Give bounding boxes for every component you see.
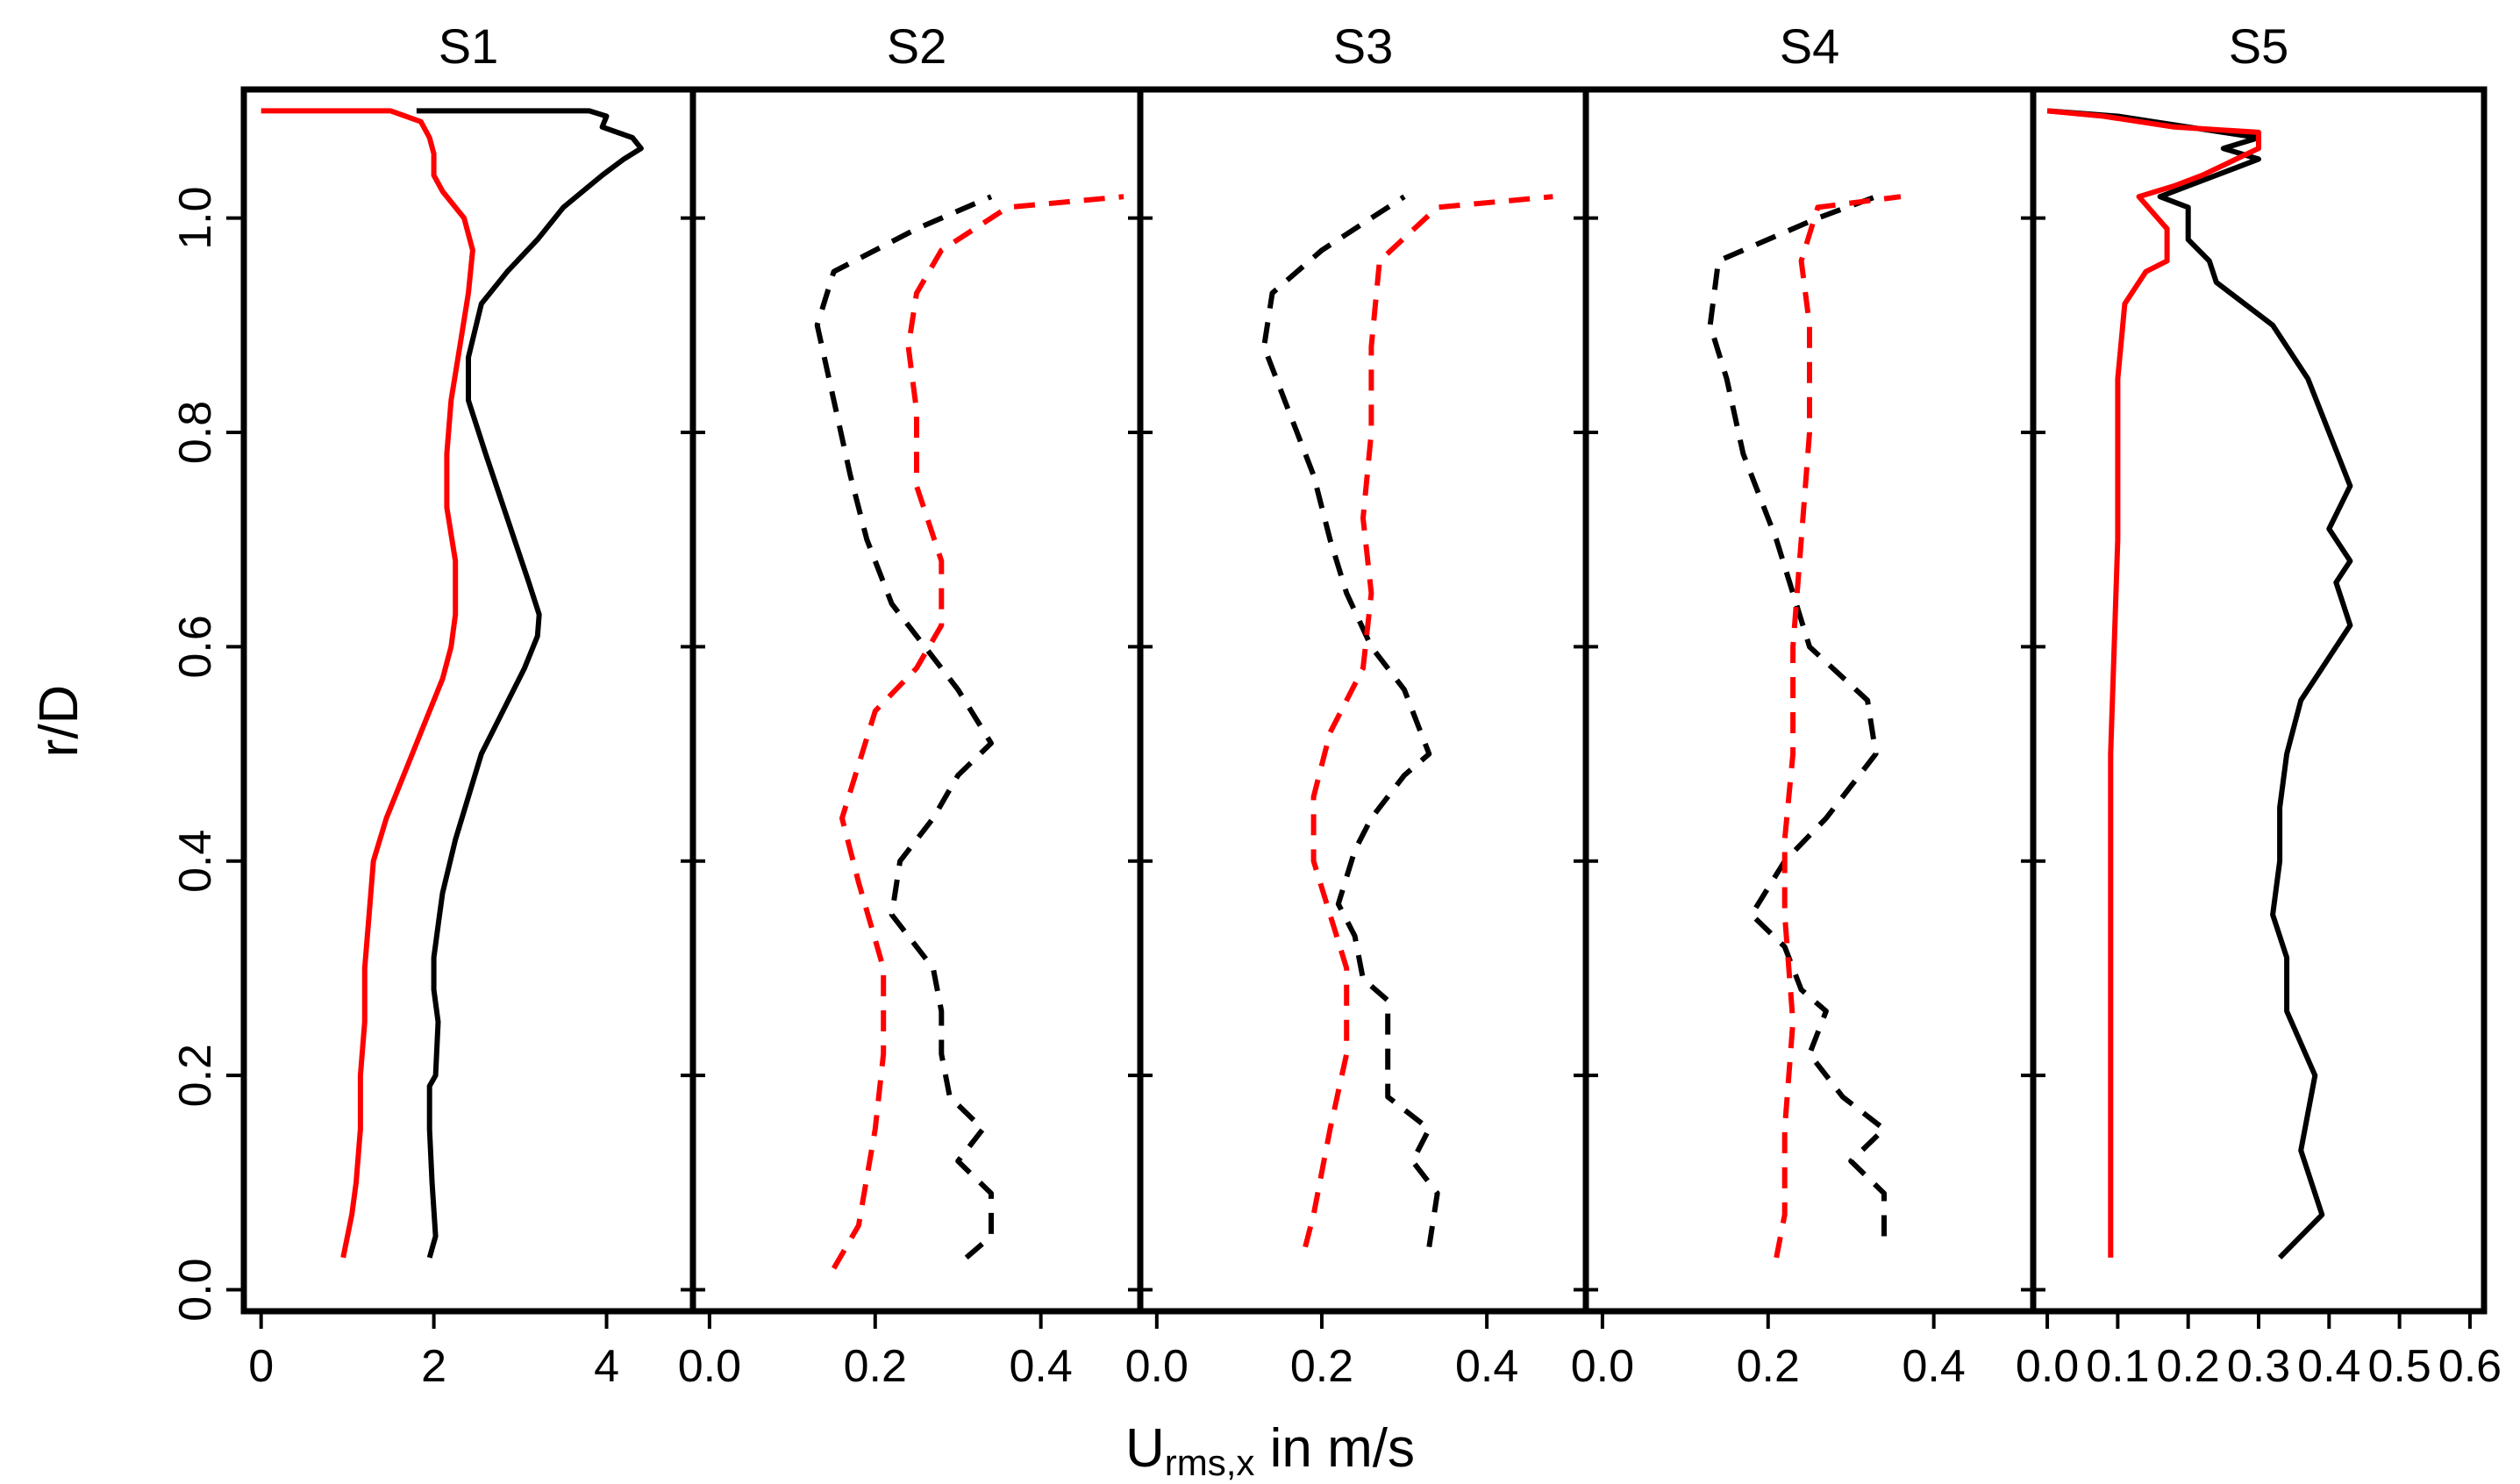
x-tick-label: 2	[421, 1341, 446, 1392]
panel-title: S2	[887, 18, 947, 74]
x-tick-label: 4	[594, 1341, 619, 1392]
y-tick-label: 0.6	[170, 615, 221, 678]
y-tick-label: 0.8	[170, 401, 221, 464]
y-tick-label: 0.0	[170, 1258, 221, 1321]
x-tick-label: 0	[248, 1341, 274, 1392]
panel-S2: S2 0.0 0.2 0.4	[678, 18, 1144, 1392]
x-tick-label: 0.3	[2227, 1341, 2290, 1392]
series-line-red	[261, 108, 475, 1259]
panel-frame	[2030, 86, 2488, 1315]
x-axis-title-subscript: rms,x	[1165, 1442, 1255, 1483]
x-tick-label: 0.1	[2086, 1341, 2149, 1392]
x-tick-label: 0.2	[1737, 1341, 1800, 1392]
x-tick-label: 0.4	[2297, 1341, 2360, 1392]
panel-title: S3	[1333, 18, 1394, 74]
panel-S4: S4 0.0 0.2 0.4	[1571, 18, 2037, 1392]
series-line-black	[814, 194, 994, 1260]
panel-S5: S5 0.0 0.1 0.2 0.3 0.4 0.5 0.6	[2016, 18, 2502, 1392]
panel-title: S5	[2229, 18, 2289, 74]
panel-frame	[1137, 86, 1589, 1315]
x-tick-label: 0.0	[678, 1341, 741, 1392]
panel-S1: S1 0 2 4 0.0 0.2 0.4 0.6 0.8 1.0	[170, 18, 696, 1392]
series-line-black	[1707, 194, 1887, 1237]
series-line-red	[832, 194, 1124, 1270]
x-tick-label: 0.2	[2157, 1341, 2220, 1392]
y-tick-label: 0.2	[170, 1044, 221, 1107]
x-tick-label: 0.2	[1290, 1341, 1353, 1392]
panel-title: S4	[1780, 18, 1840, 74]
x-tick-label: 0.2	[844, 1341, 907, 1392]
x-axis-title-units: in m/s	[1254, 1418, 1415, 1479]
x-tick-label: 0.6	[2438, 1341, 2502, 1392]
panel-title: S1	[439, 18, 499, 74]
x-tick-label: 0.4	[1455, 1341, 1518, 1392]
x-axis-title: Urms,x in m/s	[1125, 1418, 1415, 1483]
x-axis-title-main: U	[1125, 1418, 1165, 1479]
series-line-black	[416, 108, 644, 1259]
series-line-red	[1774, 194, 1902, 1259]
y-tick-label: 1.0	[170, 186, 221, 249]
x-tick-label: 0.4	[1902, 1341, 1966, 1392]
y-tick-label: 0.4	[170, 830, 221, 893]
panel-frame	[1582, 86, 2037, 1315]
series-line-red	[1303, 194, 1553, 1248]
panel-S3: S3 0.0 0.2 0.4	[1125, 18, 1589, 1392]
x-tick-label: 0.0	[1571, 1341, 1634, 1392]
x-tick-label: 0.5	[2367, 1341, 2431, 1392]
series-line-red	[2046, 108, 2261, 1258]
x-tick-label: 0.0	[1125, 1341, 1189, 1392]
x-tick-label: 0.0	[2016, 1341, 2079, 1392]
series-line-black	[2046, 108, 2353, 1260]
panel-frame	[689, 86, 1144, 1315]
series-line-black	[1261, 194, 1440, 1248]
x-tick-label: 0.4	[1010, 1341, 1073, 1392]
y-axis-title: r/D	[29, 685, 89, 758]
